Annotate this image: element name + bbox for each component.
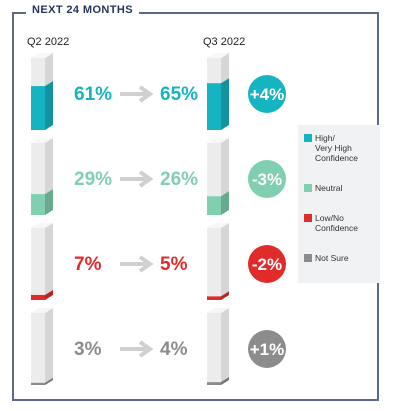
bar-q3-low	[207, 223, 229, 300]
bar-q3-notsure	[207, 308, 229, 385]
legend-swatch-neutral	[304, 184, 312, 192]
bar-q2-notsure-fill	[31, 382, 45, 385]
bar-q2-low-fill	[31, 294, 45, 300]
arrow-icon-neutral	[120, 170, 154, 188]
arrow-icon-high	[120, 85, 154, 103]
legend-swatch-high	[304, 134, 312, 142]
change-label-neutral: -3%	[252, 170, 282, 189]
legend-swatch-low	[304, 214, 312, 222]
bar-q3-high-fill	[207, 83, 221, 130]
legend-item-low: Low/No Confidence	[304, 213, 383, 233]
legend-item-high: High/ Very High Confidence	[304, 133, 383, 163]
change-badge-high	[248, 75, 286, 113]
legend-label-low: Low/No Confidence	[315, 213, 359, 233]
bar-q2-high-fill	[31, 86, 45, 130]
label-q3-high: 65%	[160, 84, 198, 105]
bar-q3-neutral-fill	[207, 196, 221, 215]
bar-q3-neutral	[207, 138, 229, 215]
label-q2-notsure: 3%	[74, 339, 102, 360]
change-badge-notsure	[248, 330, 286, 368]
legend: High/ Very High Confidence Neutral Low/No …	[298, 125, 380, 283]
change-badge-neutral	[248, 160, 286, 198]
bar-q2-neutral-fill	[31, 194, 45, 215]
label-q3-neutral: 26%	[160, 169, 198, 190]
arrow-icon-low	[120, 255, 154, 273]
change-label-notsure: +1%	[250, 340, 285, 359]
legend-label-notsure: Not Sure	[315, 253, 349, 263]
legend-item-neutral: Neutral	[304, 183, 383, 193]
change-badge-low	[248, 245, 286, 283]
label-q2-high: 61%	[74, 84, 112, 105]
bar-q3-notsure-fill	[207, 382, 221, 385]
bar-q3-low-fill	[207, 296, 221, 300]
column-header-q3: Q3 2022	[203, 36, 246, 48]
change-label-high: +4%	[250, 85, 285, 104]
column-header-q2: Q2 2022	[27, 36, 70, 48]
label-q2-neutral: 29%	[74, 169, 112, 190]
bar-q2-neutral	[31, 138, 53, 215]
bar-q2-low	[31, 223, 53, 300]
label-q3-notsure: 4%	[160, 339, 188, 360]
label-q3-low: 5%	[160, 254, 188, 275]
header-title: NEXT 24 MONTHS	[26, 4, 139, 16]
label-q2-low: 7%	[74, 254, 102, 275]
bar-q2-notsure	[31, 308, 53, 385]
bar-q2-high	[31, 53, 53, 130]
legend-swatch-notsure	[304, 254, 312, 262]
legend-label-neutral: Neutral	[315, 183, 343, 193]
bar-q3-high	[207, 53, 229, 130]
change-label-low: -2%	[252, 255, 282, 274]
arrow-icon-notsure	[120, 340, 154, 358]
legend-label-high: High/ Very High Confidence	[315, 133, 359, 163]
legend-item-notsure: Not Sure	[304, 253, 383, 263]
